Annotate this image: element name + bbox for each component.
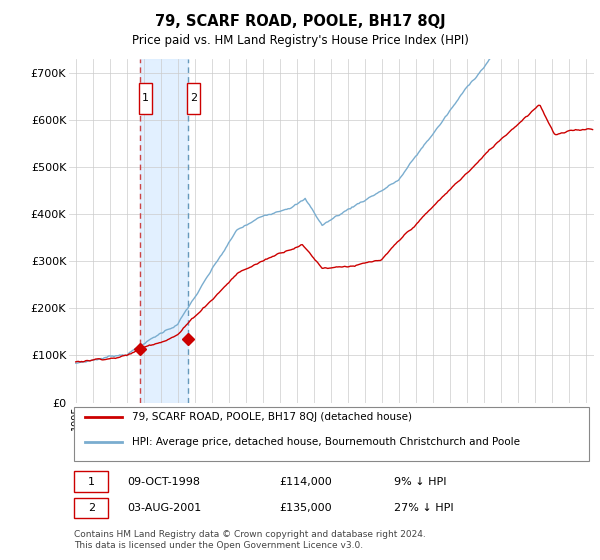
Text: Contains HM Land Registry data © Crown copyright and database right 2024.
This d: Contains HM Land Registry data © Crown c… — [74, 530, 426, 550]
Text: 2: 2 — [88, 503, 95, 513]
Text: 79, SCARF ROAD, POOLE, BH17 8QJ: 79, SCARF ROAD, POOLE, BH17 8QJ — [155, 14, 445, 29]
Text: 2: 2 — [190, 94, 197, 104]
Text: 27% ↓ HPI: 27% ↓ HPI — [395, 503, 454, 513]
Bar — [74, 498, 109, 518]
Text: £135,000: £135,000 — [279, 503, 332, 513]
Bar — [74, 472, 109, 492]
Text: 03-AUG-2001: 03-AUG-2001 — [127, 503, 201, 513]
Bar — [140, 59, 188, 403]
Text: £114,000: £114,000 — [279, 477, 332, 487]
Text: 09-OCT-1998: 09-OCT-1998 — [127, 477, 200, 487]
Text: 79, SCARF ROAD, POOLE, BH17 8QJ (detached house): 79, SCARF ROAD, POOLE, BH17 8QJ (detache… — [132, 412, 412, 422]
FancyBboxPatch shape — [74, 407, 589, 461]
Text: 1: 1 — [88, 477, 95, 487]
Text: 1: 1 — [142, 94, 149, 104]
Text: 9% ↓ HPI: 9% ↓ HPI — [395, 477, 447, 487]
Text: Price paid vs. HM Land Registry's House Price Index (HPI): Price paid vs. HM Land Registry's House … — [131, 34, 469, 46]
Text: HPI: Average price, detached house, Bournemouth Christchurch and Poole: HPI: Average price, detached house, Bour… — [132, 437, 520, 447]
Bar — [187, 83, 200, 114]
Bar — [139, 83, 152, 114]
